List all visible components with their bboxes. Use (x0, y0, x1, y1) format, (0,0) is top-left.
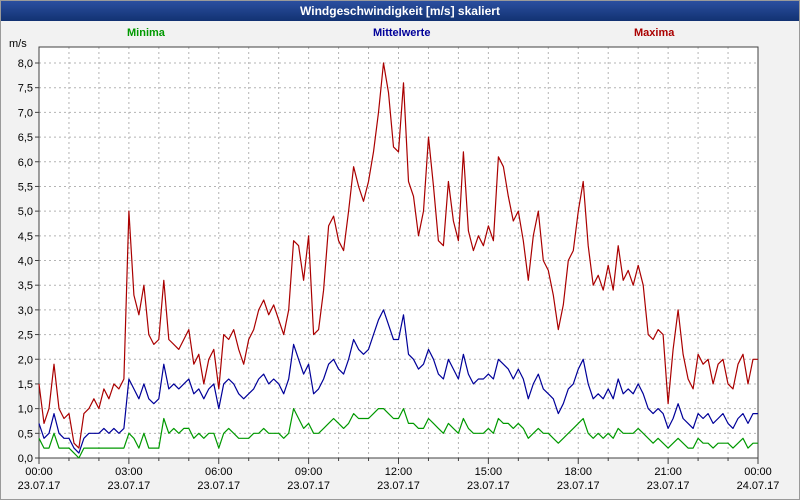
y-tick-label: 7,0 (18, 107, 33, 119)
y-tick-label: 7,5 (18, 83, 33, 95)
series-line-maxima (38, 62, 758, 449)
x-tick-date-label: 23.07.17 (107, 480, 150, 492)
x-tick-date-label: 23.07.17 (647, 480, 690, 492)
x-tick-time-label: 18:00 (564, 466, 592, 478)
legend-item-minima: Minima (127, 27, 165, 39)
y-tick-label: 3,0 (18, 305, 33, 317)
y-tick-label: 1,0 (18, 404, 33, 416)
x-tick-date-label: 23.07.17 (287, 480, 330, 492)
legend-item-maxima: Maxima (634, 27, 675, 39)
y-axis-unit-label: m/s (9, 38, 27, 50)
y-tick-label: 3,5 (18, 280, 33, 292)
y-tick-label: 5,0 (18, 206, 33, 218)
y-tick-label: 6,0 (18, 157, 33, 169)
y-tick-label: 1,5 (18, 379, 33, 391)
x-tick-time-label: 06:00 (205, 466, 233, 478)
x-tick-time-label: 12:00 (385, 466, 413, 478)
y-tick-label: 4,5 (18, 231, 33, 243)
y-tick-label: 0,0 (18, 453, 33, 465)
window-title: Windgeschwindigkeit [m/s] skaliert (300, 4, 500, 18)
x-tick-date-label: 23.07.17 (377, 480, 420, 492)
x-tick-date-label: 23.07.17 (467, 480, 510, 492)
y-tick-label: 2,0 (18, 354, 33, 366)
x-tick-time-label: 21:00 (654, 466, 682, 478)
series-line-mittelwerte (38, 309, 758, 454)
x-tick-date-label: 23.07.17 (197, 480, 240, 492)
y-tick-label: 5,5 (18, 181, 33, 193)
x-tick-time-label: 00:00 (25, 466, 53, 478)
window-title-bar: Windgeschwindigkeit [m/s] skaliert (1, 1, 799, 21)
legend-item-mittelwerte: Mittelwerte (373, 27, 431, 39)
y-tick-label: 6,5 (18, 132, 33, 144)
x-tick-time-label: 09:00 (295, 466, 323, 478)
x-tick-date-label: 24.07.17 (737, 480, 780, 492)
y-tick-label: 0,5 (18, 428, 33, 440)
y-tick-label: 4,0 (18, 256, 33, 268)
series-line-minima (38, 408, 758, 459)
x-tick-date-label: 23.07.17 (18, 480, 61, 492)
y-tick-label: 2,5 (18, 330, 33, 342)
y-tick-label: 8,0 (18, 58, 33, 70)
x-tick-date-label: 23.07.17 (557, 480, 600, 492)
x-tick-time-label: 03:00 (115, 466, 143, 478)
x-tick-time-label: 00:00 (744, 466, 772, 478)
x-tick-time-label: 15:00 (475, 466, 503, 478)
